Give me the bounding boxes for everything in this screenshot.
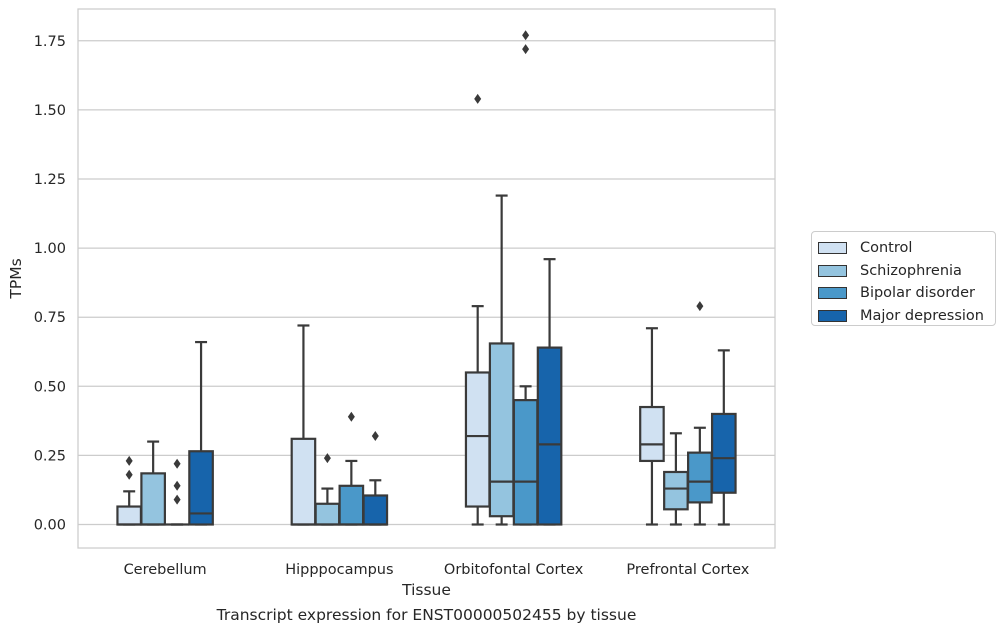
box-group [639,327,665,526]
y-tick-label: 1.00 [34,241,66,257]
box-group [165,458,189,526]
box-group [710,349,737,526]
outlier-marker [173,480,181,491]
y-tick-labels: 0.00 0.25 0.50 0.75 1.00 1.25 1.50 1.75 [34,34,66,534]
box-group [687,301,713,526]
box [512,399,539,526]
box [362,494,389,526]
box [687,451,713,504]
outlier-marker [173,458,181,469]
y-tick-label: 0.25 [34,448,66,464]
x-tick-label: Prefrontal Cortex [626,562,749,578]
x-tick-label: Cerebellum [124,562,207,578]
box [140,472,166,526]
legend-swatch [818,242,847,255]
box-group [663,432,689,526]
box-group [338,411,365,526]
legend-label: Major depression [860,307,984,324]
outlier-marker [323,453,331,464]
legend: Control Schizophrenia Bipolar disorder Majo… [811,231,996,326]
box [536,346,563,526]
legend-label: Schizophrenia [860,262,962,279]
outlier-marker [125,455,133,466]
box [116,505,143,526]
boxes [116,30,737,526]
outlier-marker [173,494,181,505]
outlier-marker [125,469,133,480]
box-group [488,194,515,526]
box [488,342,515,518]
box [290,437,317,526]
y-tick-label: 0.75 [34,310,66,326]
legend-swatch [818,264,847,277]
y-tick-label: 1.75 [34,34,66,50]
legend-swatch [818,309,847,322]
box-group [188,340,214,526]
box [464,371,491,508]
y-tick-label: 1.25 [34,172,66,188]
box [710,412,737,494]
legend-label: Control [860,240,913,257]
outlier-marker [522,30,530,41]
y-axis-label: TPMs [7,258,25,299]
box-group [314,453,341,526]
box-group [140,440,166,526]
x-tick-labels: Cerebellum Hipppocampus Orbitofontal Corte… [124,562,750,578]
legend-item: Control [818,237,995,260]
x-axis-label: Tissue [401,581,451,599]
y-tick-label: 1.50 [34,103,66,119]
box [663,470,689,511]
outlier-marker [474,93,482,104]
x-tick-label: Hipppocampus [285,562,393,578]
figure-caption: Transcript expression for ENST0000050245… [216,606,637,624]
outlier-marker [696,301,704,312]
outlier-marker [522,44,530,55]
grid-lines [78,40,775,526]
box-group [362,431,389,526]
outlier-marker [371,431,379,442]
plot-frame [77,8,776,549]
legend-item: Schizophrenia [818,260,995,283]
y-tick-label: 0.50 [34,379,66,395]
box-group [536,258,563,526]
box [639,405,665,463]
x-tick-label: Orbitofontal Cortex [444,562,584,578]
legend-label: Bipolar disorder [860,285,975,302]
legend-item: Major depression [818,305,995,328]
box [188,450,214,526]
box-group [512,30,539,526]
legend-item: Bipolar disorder [818,282,995,305]
box-group [116,455,143,526]
y-tick-label: 0.00 [34,518,66,534]
box-group [290,324,317,526]
box-group [464,93,491,526]
box [314,502,341,526]
outlier-marker [347,411,355,422]
box [338,484,365,526]
legend-swatch [818,287,847,300]
